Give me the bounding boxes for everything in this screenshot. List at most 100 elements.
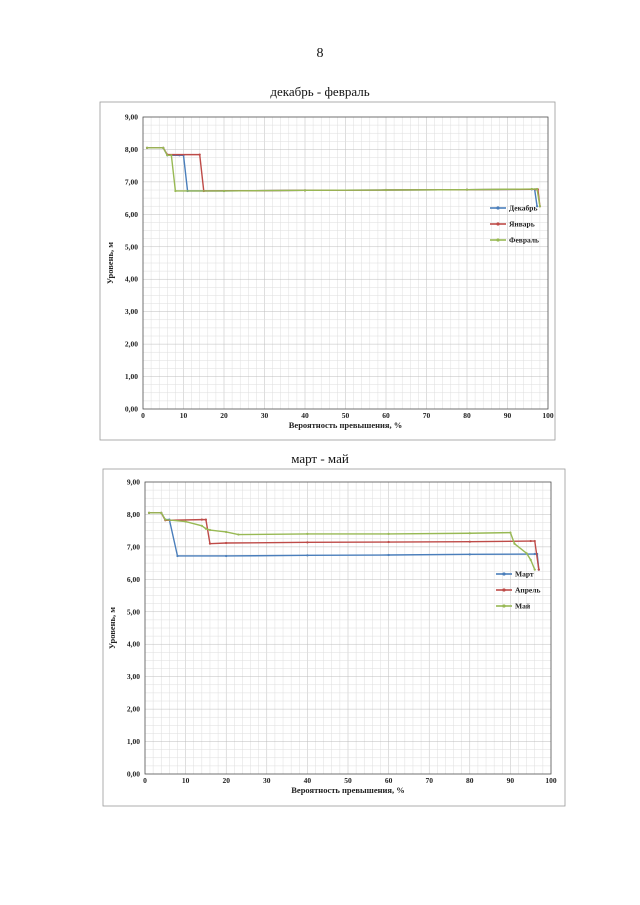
y-tick-label: 5,00: [127, 607, 140, 616]
legend-label-2: Май: [515, 602, 531, 611]
series-point-0: [535, 205, 539, 208]
series-point-0: [225, 554, 228, 558]
series-point-0: [306, 554, 309, 557]
legend-label-1: Апрель: [515, 586, 540, 595]
x-tick-label: 60: [382, 411, 390, 420]
series-point-1: [204, 518, 207, 521]
y-tick-label: 6,00: [125, 210, 138, 219]
plot-area-border: [142, 116, 549, 410]
y-tick-label: 9,00: [127, 478, 140, 487]
series-point-2: [162, 146, 165, 149]
series-point-2: [184, 520, 187, 523]
series-point-2: [204, 527, 207, 530]
x-tick-label: 40: [301, 411, 309, 420]
legend-marker-2: [496, 238, 500, 242]
series-point-2: [164, 518, 167, 521]
y-axis-label: Уровень, м: [107, 607, 117, 649]
x-tick-label: 10: [182, 776, 190, 785]
series-point-2: [306, 532, 309, 536]
legend-label-0: Март: [515, 570, 534, 579]
y-tick-label: 8,00: [125, 145, 138, 154]
x-tick-label: 0: [141, 411, 145, 420]
series-point-2: [387, 532, 390, 536]
series-point-0: [387, 553, 390, 557]
series-point-1: [537, 568, 540, 571]
series-point-2: [535, 187, 539, 191]
y-tick-label: 6,00: [127, 575, 140, 584]
y-tick-label: 0,00: [127, 770, 140, 779]
series-point-2: [160, 511, 163, 514]
legend-label-0: Декабрь: [509, 204, 537, 213]
series-point-0: [533, 552, 536, 556]
legend-marker-2: [502, 604, 506, 608]
series-point-2: [303, 189, 307, 192]
series-point-1: [198, 153, 201, 156]
legend-marker-0: [496, 206, 500, 210]
series-point-2: [530, 187, 533, 191]
series-point-2: [525, 552, 528, 555]
y-tick-label: 4,00: [127, 640, 140, 649]
series-point-2: [200, 524, 203, 527]
y-tick-label: 4,00: [125, 275, 138, 284]
series-point-1: [200, 518, 203, 521]
series-point-2: [533, 568, 536, 571]
series-point-2: [509, 531, 512, 534]
chart-title-mar-may: март - май: [291, 451, 349, 466]
series-point-2: [538, 205, 542, 208]
x-tick-label: 60: [385, 776, 393, 785]
series-point-2: [384, 188, 388, 192]
legend-label-2: Февраль: [509, 236, 539, 245]
x-tick-label: 50: [342, 411, 350, 420]
series-point-1: [225, 541, 228, 545]
series-point-1: [533, 539, 536, 543]
series-point-2: [147, 511, 151, 514]
x-tick-label: 80: [463, 411, 471, 420]
series-point-2: [529, 558, 532, 561]
x-axis-label: Вероятность превышения, %: [289, 420, 402, 430]
series-point-2: [174, 189, 177, 193]
y-axis-label: Уровень, м: [105, 242, 115, 284]
x-tick-label: 90: [507, 776, 515, 785]
series-point-0: [468, 553, 471, 556]
legend-marker-1: [502, 588, 506, 592]
y-tick-label: 3,00: [125, 307, 138, 316]
y-tick-label: 5,00: [125, 242, 138, 251]
page-number: 8: [316, 46, 324, 61]
y-tick-label: 7,00: [125, 177, 138, 186]
x-tick-label: 80: [466, 776, 474, 785]
x-tick-label: 40: [304, 776, 312, 785]
y-tick-label: 1,00: [125, 372, 138, 381]
series-point-1: [208, 542, 212, 545]
y-tick-label: 3,00: [127, 672, 140, 681]
y-tick-label: 9,00: [125, 113, 138, 122]
x-tick-label: 30: [261, 411, 269, 420]
x-tick-label: 30: [263, 776, 271, 785]
y-tick-label: 0,00: [125, 405, 138, 414]
series-point-2: [468, 532, 471, 535]
x-tick-label: 50: [344, 776, 352, 785]
x-tick-label: 20: [222, 776, 230, 785]
x-tick-label: 70: [423, 411, 431, 420]
series-point-0: [176, 554, 179, 558]
series-point-1: [306, 541, 309, 544]
series-point-2: [237, 533, 240, 536]
y-tick-label: 1,00: [127, 737, 140, 746]
x-tick-label: 0: [143, 776, 147, 785]
x-tick-label: 90: [504, 411, 512, 420]
series-point-1: [529, 539, 532, 543]
series-point-2: [170, 154, 173, 157]
series-point-1: [468, 540, 471, 543]
x-tick-label: 100: [545, 776, 557, 785]
x-tick-label: 70: [425, 776, 433, 785]
series-point-2: [225, 530, 228, 534]
legend-marker-0: [502, 572, 506, 576]
x-tick-label: 20: [220, 411, 228, 420]
legend-marker-1: [496, 222, 500, 226]
chart-title-dec-feb: декабрь - февраль: [270, 84, 370, 99]
plot-area-border: [144, 481, 552, 775]
series-point-2: [145, 146, 149, 149]
x-tick-label: 10: [180, 411, 188, 420]
series-point-2: [465, 188, 469, 191]
y-tick-label: 2,00: [127, 705, 140, 714]
